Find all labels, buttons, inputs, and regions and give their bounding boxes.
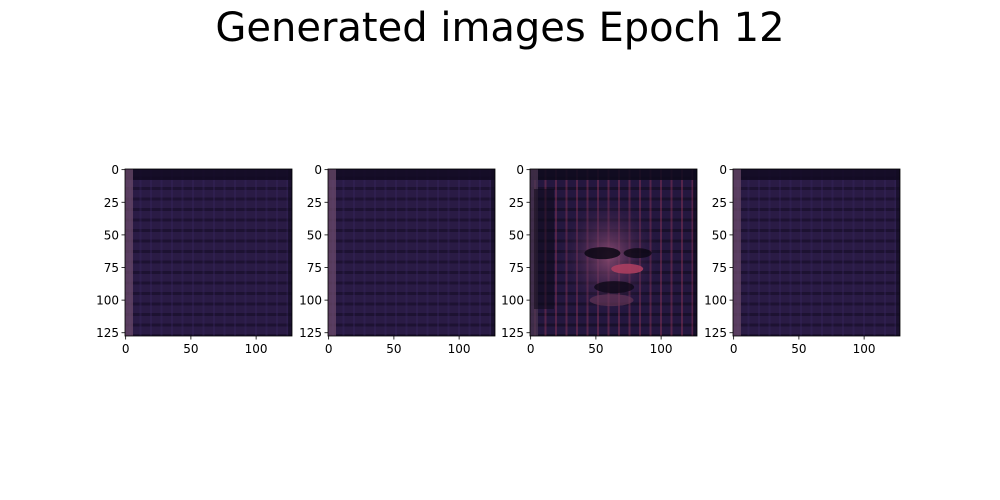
image-1-pixels	[125, 169, 292, 336]
y-tick-label: 100	[704, 294, 727, 308]
x-tick-label: 0	[730, 342, 738, 356]
x-tick-label: 50	[183, 342, 198, 356]
y-tick-label: 75	[104, 261, 119, 275]
image-3-right-edge	[693, 169, 697, 336]
x-tick-label: 100	[650, 342, 673, 356]
image-2-top-band	[328, 169, 495, 180]
x-tick-label: 100	[245, 342, 268, 356]
face-left-shadow	[534, 189, 554, 309]
y-tick-label: 125	[704, 326, 727, 340]
y-tick-label: 100	[501, 294, 524, 308]
image-1-top-band	[125, 169, 292, 180]
y-tick-label: 50	[712, 228, 727, 242]
y-tick-label: 0	[719, 163, 727, 177]
x-tick-label: 50	[791, 342, 806, 356]
y-tick-label: 75	[712, 261, 727, 275]
image-4-top-band	[733, 169, 900, 180]
axes-frame-3	[529, 168, 698, 337]
image-4-right-edge	[896, 169, 900, 336]
y-tick-label: 125	[299, 326, 322, 340]
image-1-right-edge	[288, 169, 292, 336]
y-tick-label: 50	[509, 228, 524, 242]
y-tick-label: 0	[314, 163, 322, 177]
y-tick-label: 100	[96, 294, 119, 308]
image-3-top-band	[530, 169, 697, 180]
y-tick-label: 25	[104, 196, 119, 210]
x-tick-label: 0	[122, 342, 130, 356]
face-eye-right	[623, 248, 652, 259]
image-4-pixels	[733, 169, 900, 336]
y-tick-label: 125	[501, 326, 524, 340]
face-mouth	[594, 281, 635, 294]
y-tick-label: 100	[299, 294, 322, 308]
axes-frame-2	[327, 168, 496, 337]
image-2-right-edge	[491, 169, 495, 336]
y-tick-label: 50	[104, 228, 119, 242]
image-2-left-edge	[328, 169, 336, 336]
y-tick-label: 75	[307, 261, 322, 275]
axes-frame-1	[124, 168, 293, 337]
x-tick-label: 100	[853, 342, 876, 356]
x-tick-label: 0	[325, 342, 333, 356]
y-tick-label: 25	[307, 196, 322, 210]
x-tick-label: 100	[448, 342, 471, 356]
y-tick-label: 25	[712, 196, 727, 210]
x-tick-label: 50	[386, 342, 401, 356]
image-4-left-edge	[733, 169, 741, 336]
face-eye-left	[584, 247, 621, 260]
y-tick-label: 125	[96, 326, 119, 340]
face-highlight	[611, 263, 644, 274]
x-tick-label: 0	[527, 342, 535, 356]
axes-frame-4	[732, 168, 901, 337]
y-tick-label: 75	[509, 261, 524, 275]
y-tick-label: 0	[516, 163, 524, 177]
y-tick-label: 50	[307, 228, 322, 242]
x-tick-label: 50	[588, 342, 603, 356]
y-tick-label: 0	[111, 163, 119, 177]
image-2-pixels	[328, 169, 495, 336]
figure-title: Generated images Epoch 12	[215, 5, 785, 51]
image-1-left-edge	[125, 169, 133, 336]
y-tick-label: 25	[509, 196, 524, 210]
face-chin	[589, 294, 634, 307]
